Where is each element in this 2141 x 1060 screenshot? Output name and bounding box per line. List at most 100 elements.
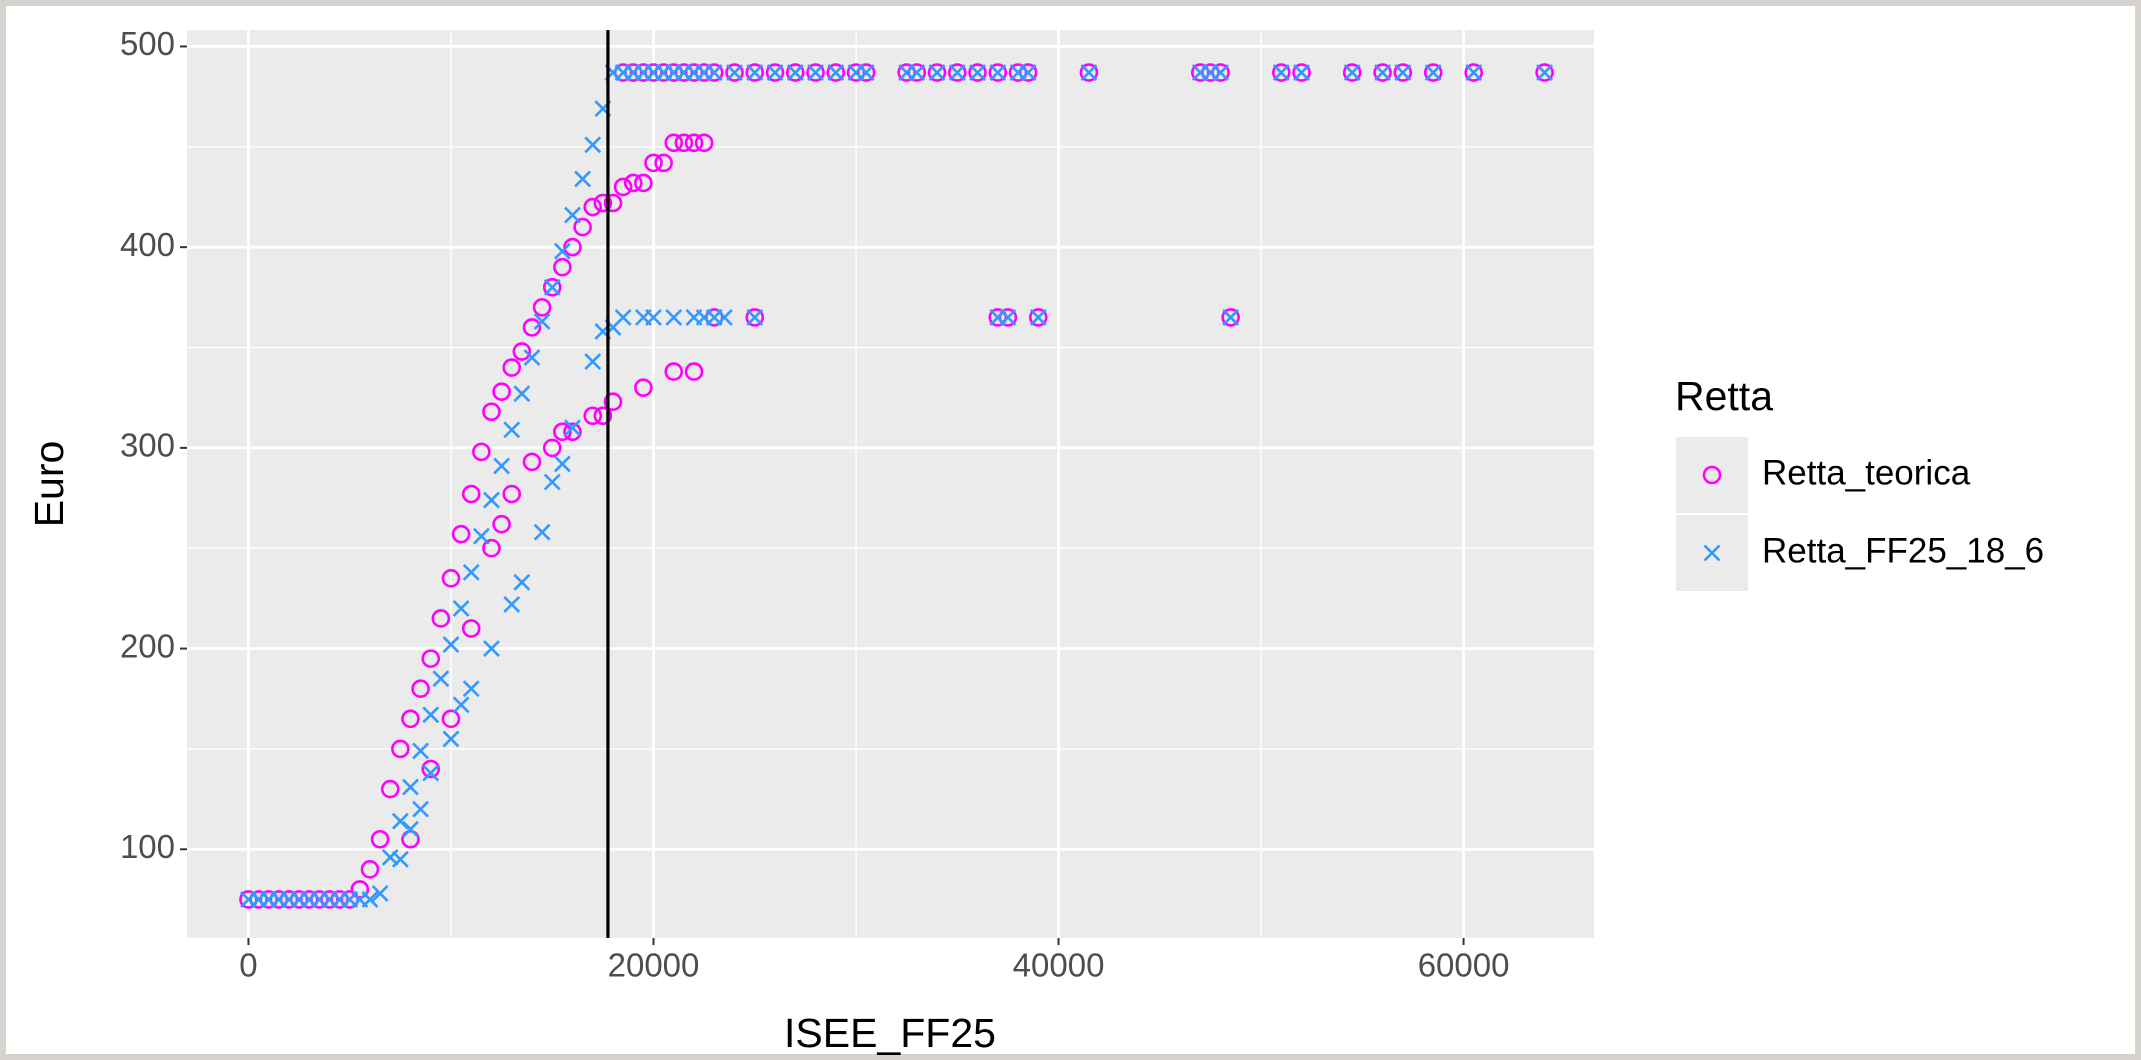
- point: [412, 742, 430, 760]
- point: [584, 136, 602, 154]
- point: [381, 848, 399, 866]
- point: [665, 308, 683, 326]
- point: [623, 173, 643, 193]
- point: [269, 890, 289, 909]
- legend-marker: [1702, 465, 1722, 485]
- point: [513, 385, 531, 403]
- point: [503, 421, 521, 439]
- point: [442, 636, 460, 653]
- point: [461, 619, 481, 638]
- point: [998, 308, 1018, 327]
- point: [1201, 63, 1220, 82]
- point: [988, 63, 1008, 82]
- point: [1535, 63, 1554, 82]
- point: [462, 680, 480, 698]
- point: [664, 63, 684, 82]
- point: [1423, 63, 1443, 82]
- point: [1008, 63, 1028, 82]
- point: [442, 730, 460, 748]
- point: [370, 829, 390, 849]
- legend-title: Retta: [1675, 373, 1773, 419]
- point: [1018, 63, 1038, 82]
- point: [502, 358, 522, 377]
- point: [431, 609, 451, 628]
- point: [492, 382, 511, 401]
- point: [897, 63, 916, 82]
- point: [846, 63, 866, 82]
- point: [1374, 64, 1391, 81]
- point: [542, 278, 562, 297]
- x-axis-title: ISEE_FF25: [784, 1010, 996, 1056]
- point: [746, 308, 764, 326]
- point: [857, 64, 875, 81]
- point: [1019, 64, 1037, 81]
- point: [746, 64, 764, 81]
- point: [1536, 64, 1554, 81]
- point: [1342, 63, 1362, 82]
- y-tick-label: 200: [120, 627, 175, 664]
- point: [644, 153, 663, 173]
- point: [786, 64, 804, 81]
- point: [704, 308, 724, 327]
- point: [765, 63, 785, 82]
- legend-marker: [1703, 544, 1721, 562]
- point: [553, 242, 571, 260]
- point: [969, 64, 986, 81]
- point: [827, 64, 845, 81]
- x-tick-label: 40000: [1013, 947, 1105, 984]
- point: [583, 406, 603, 426]
- point: [1211, 63, 1230, 82]
- point: [947, 63, 967, 82]
- point: [745, 308, 765, 327]
- point: [593, 193, 613, 213]
- point: [1424, 64, 1442, 81]
- point: [1272, 63, 1291, 82]
- point: [927, 63, 947, 82]
- point: [634, 378, 653, 397]
- point: [391, 812, 409, 830]
- point: [553, 257, 572, 277]
- point: [482, 402, 501, 422]
- point: [684, 133, 704, 153]
- point: [999, 308, 1017, 326]
- point: [360, 860, 380, 879]
- point: [310, 890, 329, 909]
- point: [623, 63, 643, 82]
- point: [1465, 64, 1483, 81]
- point: [330, 890, 349, 909]
- point: [644, 63, 663, 82]
- point: [493, 457, 511, 475]
- point: [249, 890, 268, 909]
- y-tick-label: 500: [120, 25, 175, 62]
- point: [564, 419, 581, 437]
- point: [745, 63, 765, 82]
- point: [523, 349, 541, 366]
- point: [826, 63, 846, 82]
- point: [563, 422, 582, 442]
- point: [766, 64, 784, 81]
- point: [1221, 308, 1240, 327]
- point: [1293, 64, 1310, 81]
- point: [645, 308, 662, 326]
- point: [613, 63, 633, 82]
- point: [584, 353, 602, 370]
- point: [533, 313, 551, 330]
- point: [422, 764, 440, 782]
- point: [593, 406, 613, 426]
- point: [401, 829, 420, 849]
- point: [574, 170, 592, 188]
- point: [371, 885, 389, 902]
- point: [1080, 64, 1098, 81]
- point: [907, 63, 927, 82]
- point: [402, 820, 419, 838]
- point: [726, 64, 743, 81]
- point: [664, 133, 684, 153]
- point: [908, 64, 926, 81]
- x-tick-label: 60000: [1418, 947, 1510, 984]
- point: [654, 153, 673, 173]
- point: [634, 173, 653, 193]
- point: [522, 318, 542, 337]
- point: [543, 473, 561, 491]
- point: [452, 696, 470, 714]
